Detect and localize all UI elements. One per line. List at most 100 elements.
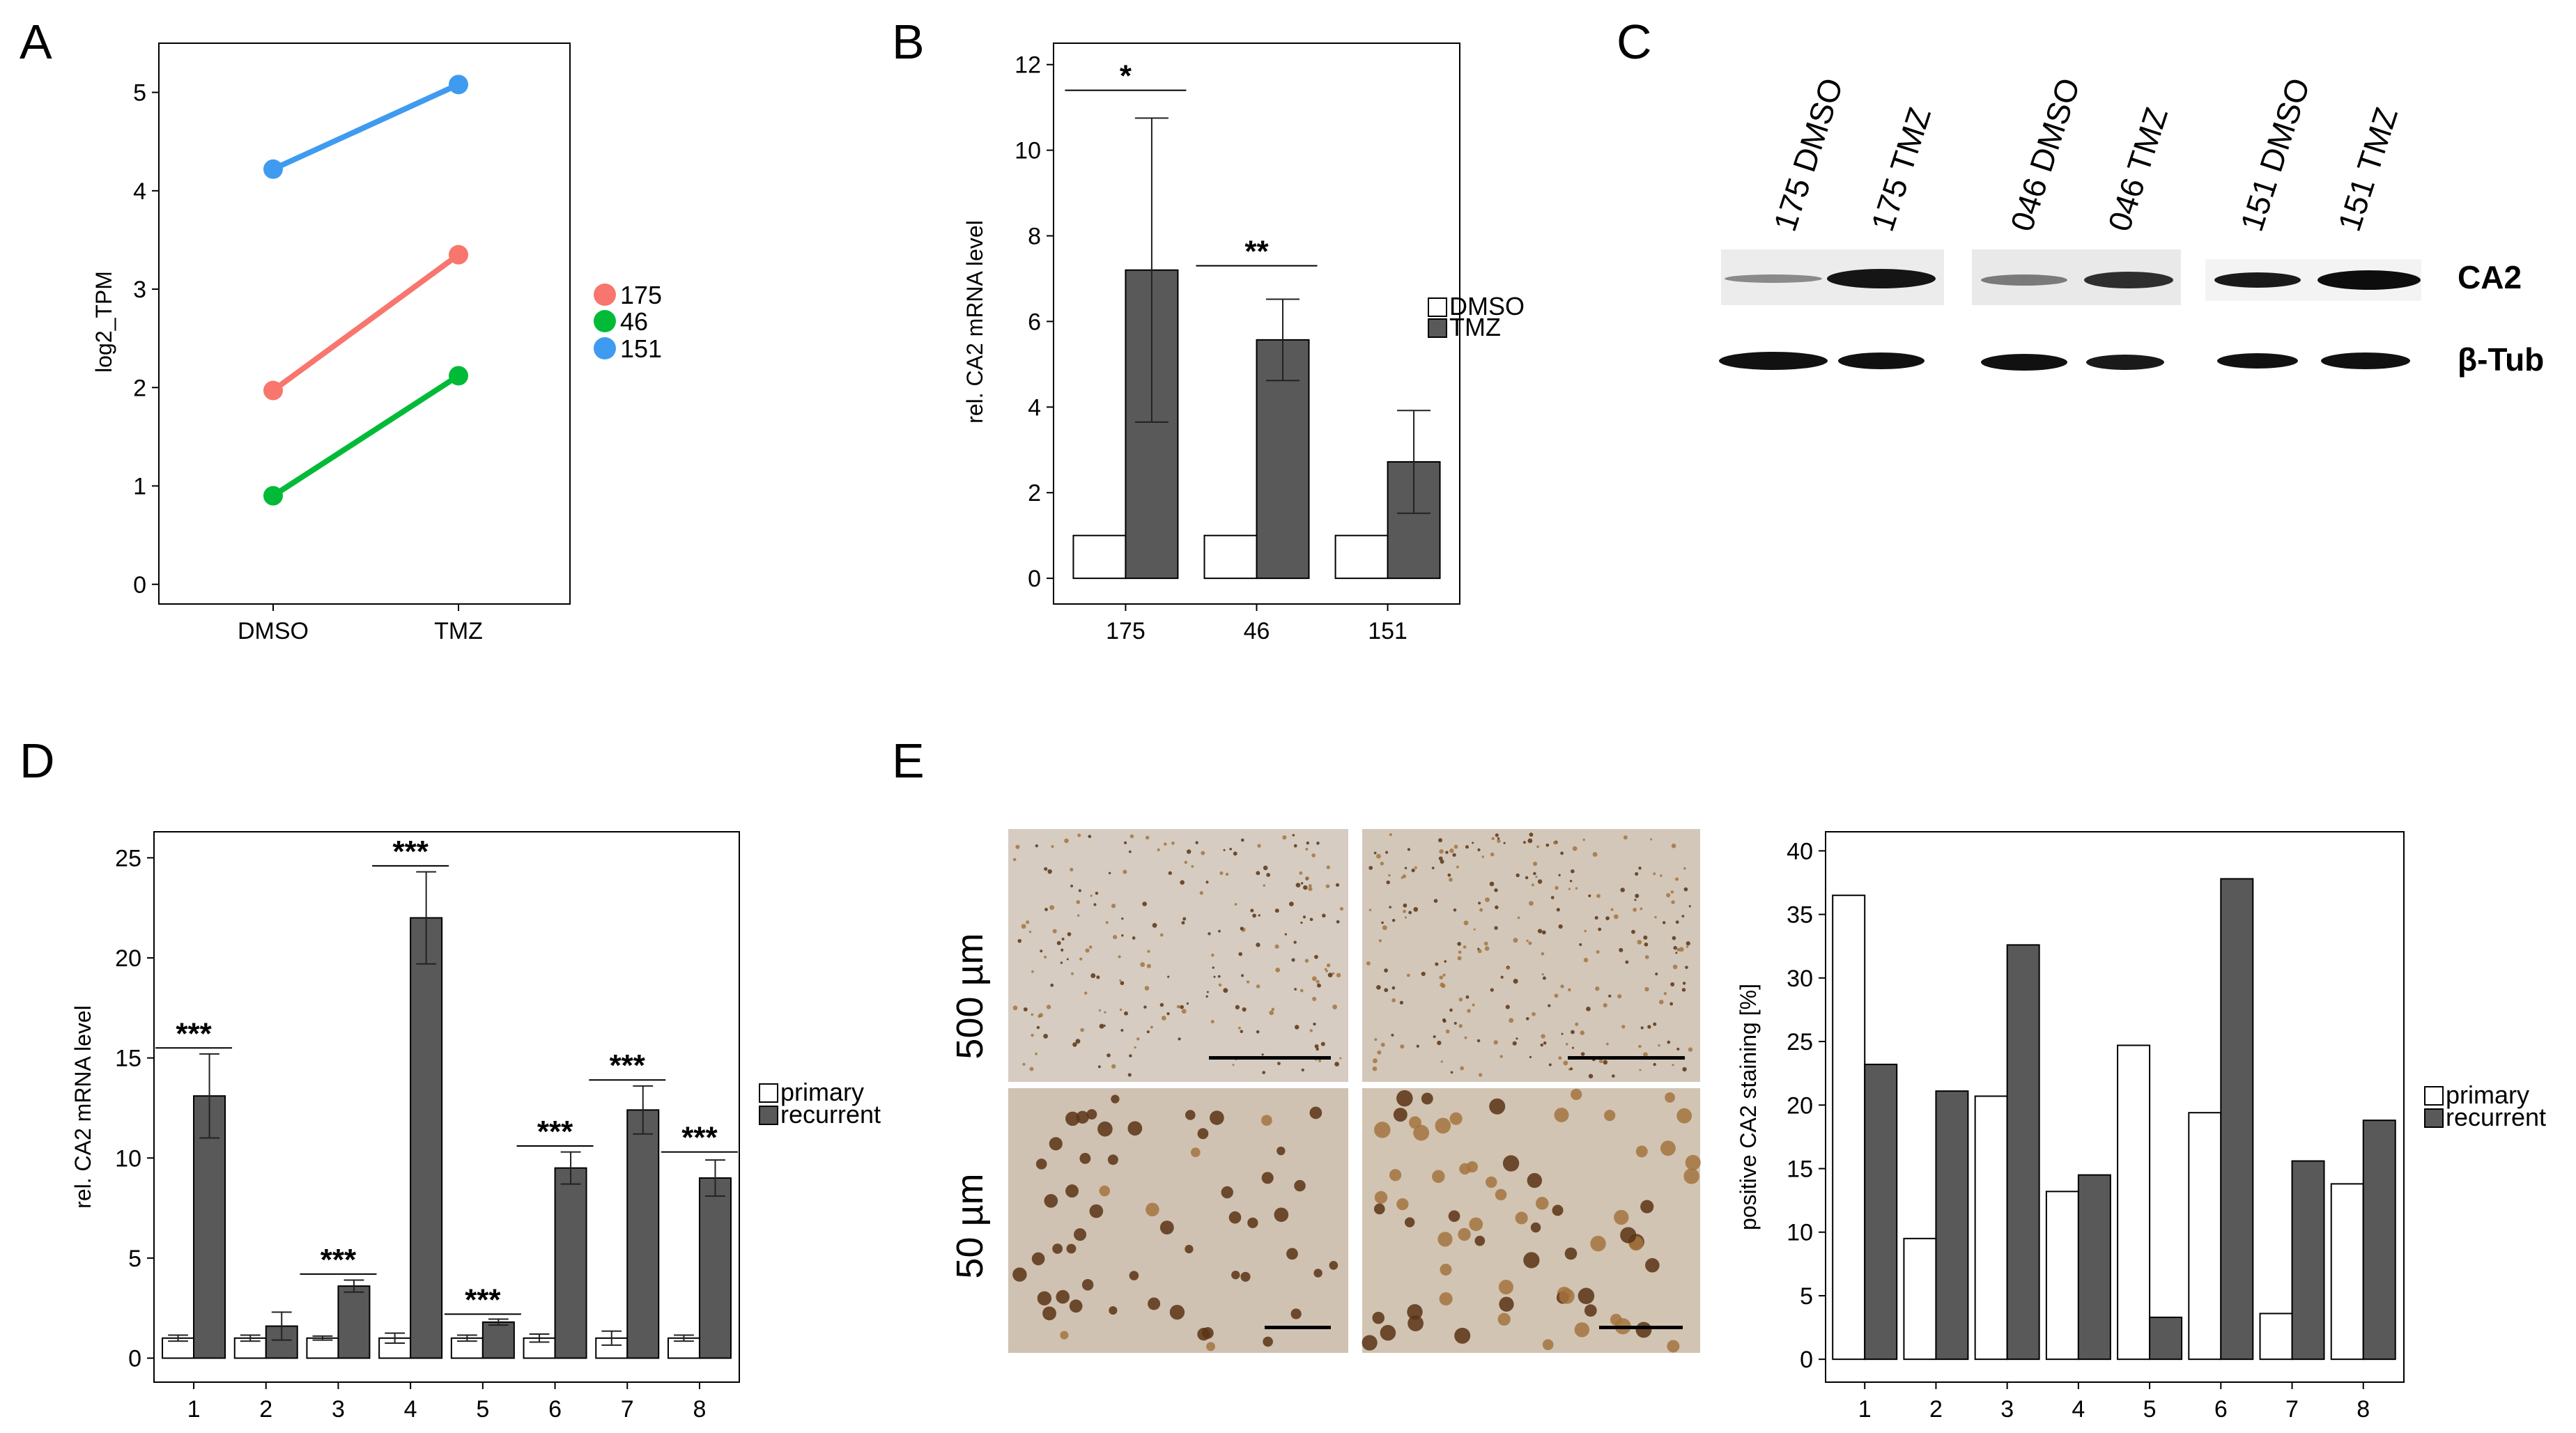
panel-e-xtick-label-6: 6 — [2214, 1396, 2228, 1423]
ihc-nucleus-primary-500um — [1314, 1044, 1319, 1048]
ihc-nucleus-primary-500um — [1071, 972, 1074, 975]
bar-recurrent-8 — [2362, 1120, 2396, 1361]
ihc-nucleus-recurrent-500um — [1517, 916, 1520, 920]
ihc-nucleus-recurrent-500um — [1421, 971, 1426, 977]
ihc-nucleus-primary-500um — [1208, 932, 1211, 936]
panel-e-ticks: 0 5 10 15 20 25 30 35 40 1 2 3 4 5 6 7 8 — [1787, 838, 2370, 1423]
ihc-nucleus-recurrent-500um — [1611, 1074, 1615, 1078]
ihc-nucleus-recurrent-500um — [1497, 839, 1501, 843]
ihc-nucleus-recurrent-500um — [1588, 1074, 1594, 1078]
ihc-nucleus-primary-500um — [1067, 932, 1072, 936]
ihc-nucleus-recurrent-500um — [1633, 908, 1637, 912]
panel-a-ytick-label-3: 3 — [133, 277, 146, 303]
ihc-nucleus-recurrent-500um — [1571, 1046, 1575, 1049]
ihc-nucleus-recurrent-500um — [1505, 1005, 1510, 1009]
ihc-nucleus-recurrent-500um — [1588, 894, 1591, 898]
ihc-nucleus-primary-500um — [1119, 979, 1122, 982]
panel-a-ytick-label-5: 5 — [133, 80, 146, 107]
ihc-nucleus-primary-500um — [1121, 917, 1124, 920]
ca2-band-151-dmso — [2214, 272, 2301, 288]
ihc-nucleus-recurrent-500um — [1543, 1041, 1547, 1045]
ihc-nucleus-recurrent-50um — [1554, 1107, 1569, 1122]
ihc-nucleus-primary-500um — [1023, 1007, 1028, 1012]
ihc-nucleus-recurrent-500um — [1457, 942, 1461, 946]
ihc-nucleus-primary-500um — [1241, 974, 1244, 977]
panel-e-y-axis-label: positive CA2 staining [%] — [1736, 984, 1761, 1230]
ihc-nucleus-primary-500um — [1119, 1008, 1123, 1012]
ihc-nucleus-recurrent-50um — [1527, 1172, 1543, 1188]
ihc-nucleus-recurrent-500um — [1605, 1042, 1609, 1046]
ihc-nucleus-recurrent-500um — [1368, 908, 1372, 912]
ihc-nucleus-recurrent-500um — [1545, 843, 1550, 847]
ihc-nucleus-primary-50um — [1231, 1270, 1240, 1280]
ihc-nucleus-primary-50um — [1127, 1121, 1143, 1136]
ihc-nucleus-primary-500um — [1050, 983, 1054, 987]
ihc-nucleus-recurrent-500um — [1560, 851, 1564, 855]
bar-DMSO-46 — [1203, 534, 1258, 580]
ihc-nucleus-primary-500um — [1324, 968, 1327, 971]
ihc-nucleus-recurrent-500um — [1537, 929, 1543, 934]
ihc-nucleus-primary-500um — [1150, 1025, 1153, 1029]
ihc-nucleus-recurrent-50um — [1439, 1292, 1453, 1306]
ihc-nucleus-recurrent-500um — [1529, 901, 1534, 906]
ihc-nucleus-recurrent-500um — [1525, 1016, 1529, 1021]
ihc-nucleus-recurrent-500um — [1635, 894, 1640, 899]
ihc-nucleus-recurrent-500um — [1688, 905, 1691, 908]
ihc-nucleus-recurrent-500um — [1533, 861, 1538, 866]
bar-primary-3 — [306, 1337, 339, 1359]
bar-recurrent-7 — [626, 1109, 660, 1359]
ihc-nucleus-recurrent-500um — [1463, 945, 1467, 949]
ihc-nucleus-primary-500um — [1238, 1026, 1241, 1030]
ihc-nucleus-recurrent-500um — [1500, 975, 1504, 979]
panel-label-d: D — [20, 734, 55, 788]
ihc-nucleus-primary-500um — [1047, 869, 1052, 874]
ihc-nucleus-recurrent-500um — [1483, 941, 1488, 946]
ihc-nucleus-primary-500um — [1313, 1022, 1316, 1026]
ihc-nucleus-recurrent-50um — [1373, 1203, 1385, 1215]
ihc-nucleus-recurrent-500um — [1608, 994, 1612, 998]
ihc-nucleus-recurrent-500um — [1550, 896, 1555, 899]
ihc-nucleus-primary-500um — [1261, 1053, 1264, 1056]
ihc-nucleus-primary-50um — [1086, 1109, 1097, 1120]
ihc-nucleus-recurrent-500um — [1404, 867, 1407, 869]
ihc-nucleus-primary-500um — [1212, 966, 1214, 969]
ihc-nucleus-recurrent-500um — [1527, 838, 1533, 844]
ihc-nucleus-recurrent-500um — [1603, 1002, 1607, 1008]
panel-a-xtick-label-TMZ: TMZ — [434, 618, 483, 644]
ihc-nucleus-recurrent-500um — [1560, 984, 1564, 989]
ihc-nucleus-recurrent-500um — [1653, 872, 1656, 876]
ihc-nucleus-recurrent-500um — [1655, 973, 1658, 976]
ihc-nucleus-primary-500um — [1293, 940, 1297, 944]
ihc-nucleus-primary-500um — [1184, 860, 1188, 865]
ihc-nucleus-recurrent-500um — [1558, 874, 1561, 876]
ihc-nucleus-primary-500um — [1044, 867, 1048, 871]
ihc-nucleus-primary-500um — [1040, 950, 1043, 953]
ihc-nucleus-recurrent-500um — [1565, 1042, 1568, 1046]
ihc-nucleus-recurrent-500um — [1489, 881, 1495, 887]
ihc-nucleus-recurrent-500um — [1403, 909, 1406, 913]
ihc-nucleus-primary-500um — [1336, 973, 1341, 978]
ihc-nucleus-primary-500um — [1218, 983, 1222, 987]
ihc-nucleus-primary-50um — [1129, 1271, 1139, 1280]
ihc-nucleus-primary-500um — [1223, 988, 1228, 993]
panel-a-series — [263, 75, 468, 506]
panel-e-ytick-label-35: 35 — [1787, 902, 1813, 929]
ihc-nucleus-primary-500um — [1146, 1030, 1150, 1034]
ihc-nucleus-primary-500um — [1017, 938, 1022, 943]
ihc-nucleus-primary-500um — [1157, 848, 1160, 851]
point-46-DMSO — [263, 486, 283, 506]
ihc-nucleus-recurrent-500um — [1499, 1055, 1503, 1058]
ihc-nucleus-recurrent-50um — [1685, 1154, 1701, 1170]
ihc-nucleus-recurrent-500um — [1372, 1066, 1378, 1071]
ihc-nucleus-recurrent-500um — [1673, 945, 1678, 950]
ihc-nucleus-primary-500um — [1308, 886, 1313, 892]
ihc-nucleus-primary-500um — [1274, 908, 1279, 913]
ihc-nucleus-primary-500um — [1142, 901, 1147, 906]
ihc-nucleus-recurrent-50um — [1380, 1324, 1396, 1341]
ihc-nucleus-primary-500um — [1256, 871, 1260, 876]
ihc-nucleus-primary-500um — [1120, 981, 1125, 986]
ihc-nucleus-primary-500um — [1051, 845, 1054, 849]
ihc-nucleus-recurrent-500um — [1444, 960, 1447, 963]
ihc-nucleus-primary-50um — [1056, 1289, 1070, 1304]
ihc-nucleus-primary-500um — [1305, 848, 1309, 851]
